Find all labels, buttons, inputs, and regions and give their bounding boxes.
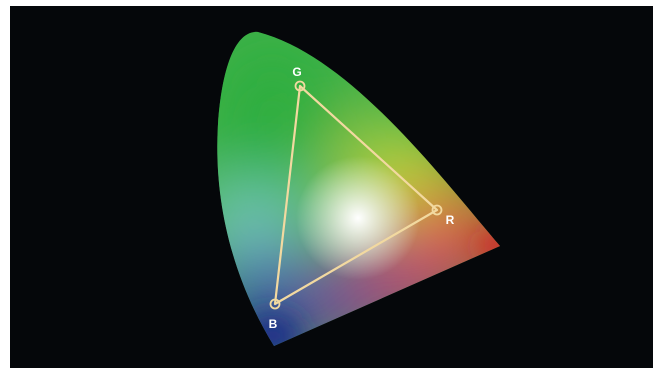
deep-red-tip — [480, 230, 500, 262]
vertex-marker-green — [294, 80, 306, 92]
gamut-triangle-outline — [273, 84, 439, 306]
diagram-frame: G R B — [10, 6, 653, 368]
gamut-triangle: G R B — [269, 65, 455, 331]
vertex-marker-blue — [269, 298, 281, 310]
spectral-locus — [217, 31, 500, 347]
vertex-label-red: R — [446, 213, 455, 227]
vertex-label-green: G — [292, 65, 301, 79]
vertex-label-blue: B — [269, 317, 278, 331]
cyan-blob — [217, 198, 310, 250]
chromaticity-diagram: G R B — [217, 31, 500, 347]
green-blob — [217, 31, 342, 206]
vertex-marker-red — [431, 204, 443, 216]
white-point-glow — [296, 156, 420, 280]
